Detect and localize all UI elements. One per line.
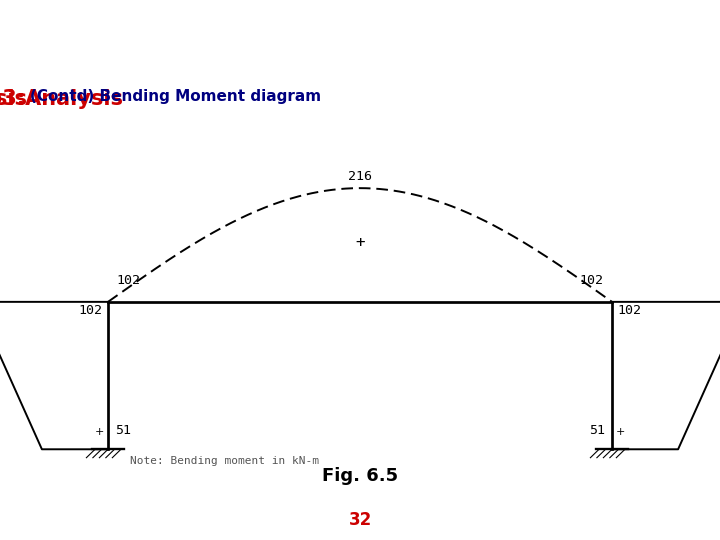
Text: V T U  -  E D U S A T: V T U - E D U S A T [261,16,459,33]
Text: 51: 51 [589,424,605,437]
Text: Step3:Analysis: Step3:Analysis [0,89,27,109]
Text: 51: 51 [115,424,131,437]
Text: 102: 102 [117,274,140,287]
Text: Step3:Analysis: Step3:Analysis [0,89,124,109]
Text: Note: Bending moment in kN-m: Note: Bending moment in kN-m [130,456,319,466]
Text: 216: 216 [348,170,372,183]
Text: Programme: Programme [324,48,396,61]
Text: 102: 102 [78,304,102,317]
Text: 102: 102 [580,274,603,287]
Text: Fig. 6.5: Fig. 6.5 [322,467,398,485]
Text: +: + [355,235,365,250]
Text: +: + [95,428,104,437]
Text: 102: 102 [618,304,642,317]
Text: 32: 32 [348,511,372,529]
Text: (Contd) Bending Moment diagram: (Contd) Bending Moment diagram [30,89,321,104]
Text: +: + [616,428,625,437]
